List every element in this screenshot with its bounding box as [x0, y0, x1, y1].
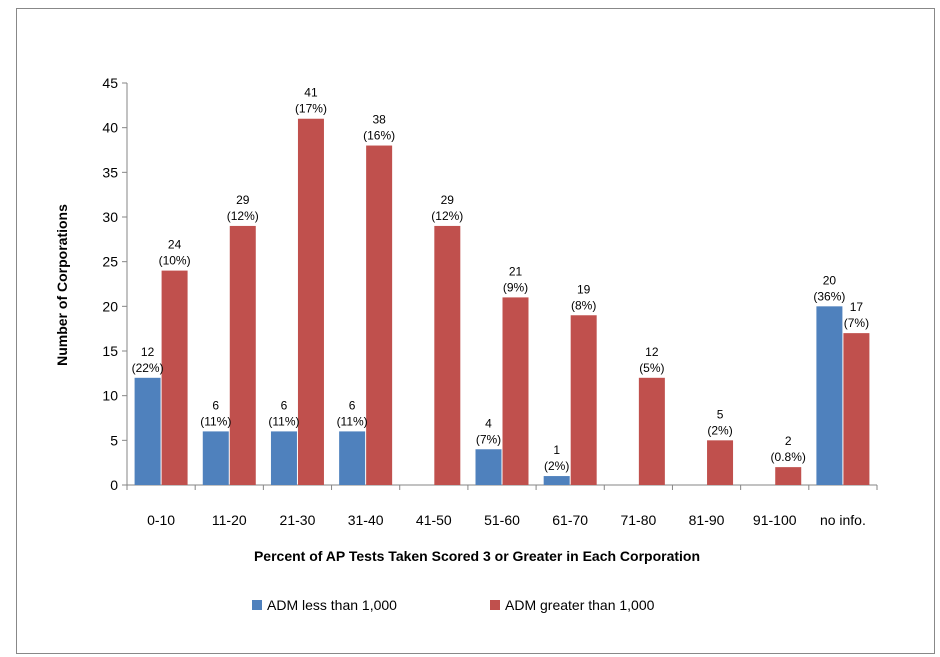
x-tick-label: 91-100 — [753, 512, 797, 528]
data-label-percent: (12%) — [431, 209, 463, 223]
bar — [843, 333, 870, 485]
data-label-value: 29 — [441, 193, 455, 207]
y-tick-label: 10 — [102, 388, 118, 404]
x-tick-label: no info. — [820, 512, 866, 528]
bar — [543, 476, 570, 485]
bar — [475, 449, 502, 485]
data-label-percent: (10%) — [159, 254, 191, 268]
data-label-percent: (36%) — [813, 289, 845, 303]
data-label-percent: (5%) — [639, 361, 664, 375]
legend-label: ADM less than 1,000 — [267, 597, 397, 613]
x-tick-label: 81-90 — [689, 512, 725, 528]
x-tick-label: 61-70 — [552, 512, 588, 528]
data-label-percent: (7%) — [844, 316, 869, 330]
data-label-value: 17 — [850, 300, 864, 314]
data-label-value: 6 — [281, 398, 288, 412]
data-label-value: 1 — [553, 443, 560, 457]
data-label-percent: (2%) — [544, 459, 569, 473]
bar — [816, 306, 843, 485]
data-label-value: 21 — [509, 264, 523, 278]
bar — [161, 270, 188, 485]
x-tick-label: 51-60 — [484, 512, 520, 528]
data-label-value: 5 — [717, 407, 724, 421]
legend-swatch — [490, 600, 500, 610]
x-tick-label: 11-20 — [212, 512, 247, 528]
data-label-percent: (12%) — [227, 209, 259, 223]
data-label-value: 41 — [304, 86, 318, 100]
data-label-value: 12 — [645, 345, 659, 359]
data-label-value: 12 — [141, 345, 155, 359]
data-label-value: 29 — [236, 193, 250, 207]
bar — [638, 377, 665, 485]
data-label-percent: (7%) — [476, 432, 501, 446]
data-label-value: 6 — [349, 398, 356, 412]
data-label-percent: (16%) — [363, 129, 395, 143]
data-label-percent: (8%) — [571, 298, 596, 312]
bar — [270, 431, 297, 485]
bar — [366, 145, 393, 486]
legend-swatch — [252, 600, 262, 610]
data-label-percent: (11%) — [200, 414, 231, 428]
data-label-value: 24 — [168, 238, 182, 252]
y-tick-label: 45 — [102, 75, 118, 91]
bar — [134, 377, 161, 485]
y-tick-label: 40 — [102, 120, 118, 136]
y-tick-label: 20 — [102, 298, 118, 314]
data-label-percent: (11%) — [337, 414, 368, 428]
x-tick-label: 31-40 — [348, 512, 384, 528]
data-label-percent: (0.8%) — [771, 450, 806, 464]
x-tick-label: 21-30 — [280, 512, 316, 528]
data-label-percent: (17%) — [295, 102, 327, 116]
y-tick-label: 25 — [102, 254, 118, 270]
data-label-value: 38 — [372, 113, 386, 127]
x-axis-title: Percent of AP Tests Taken Scored 3 or Gr… — [254, 548, 700, 564]
data-label-value: 4 — [485, 416, 492, 430]
data-labels: 12 (22%) 6 (11%) 6 (11%) 6 (11%) 4 (7%) 1 (2%) 20 (36… — [132, 86, 869, 473]
bars — [134, 118, 870, 486]
y-axis-title: Number of Corporations — [54, 204, 70, 366]
bar — [434, 225, 461, 485]
data-label-percent: (22%) — [132, 361, 164, 375]
x-tick-label: 41-50 — [416, 512, 452, 528]
x-tick-label: 0-10 — [147, 512, 175, 528]
data-label-value: 19 — [577, 282, 591, 296]
y-tick-label: 35 — [102, 164, 118, 180]
legend: ADM less than 1,000 ADM greater than 1,00… — [252, 597, 655, 613]
data-label-value: 20 — [823, 273, 837, 287]
data-label-value: 2 — [785, 434, 792, 448]
bar — [775, 467, 802, 485]
bar — [570, 315, 597, 485]
y-tick-label: 5 — [110, 432, 118, 448]
legend-label: ADM greater than 1,000 — [505, 597, 655, 613]
y-tick-label: 30 — [102, 209, 118, 225]
bar — [229, 225, 256, 485]
data-label-percent: (11%) — [268, 414, 299, 428]
y-tick-label: 15 — [102, 343, 118, 359]
data-label-percent: (9%) — [503, 280, 528, 294]
bar — [339, 431, 366, 485]
x-tick-label: 71-80 — [620, 512, 656, 528]
y-tick-label: 0 — [110, 477, 118, 493]
data-label-value: 6 — [212, 398, 219, 412]
data-label-percent: (2%) — [707, 423, 732, 437]
bar — [502, 297, 529, 485]
bar — [202, 431, 229, 485]
bar — [297, 118, 324, 485]
bar — [707, 440, 734, 485]
